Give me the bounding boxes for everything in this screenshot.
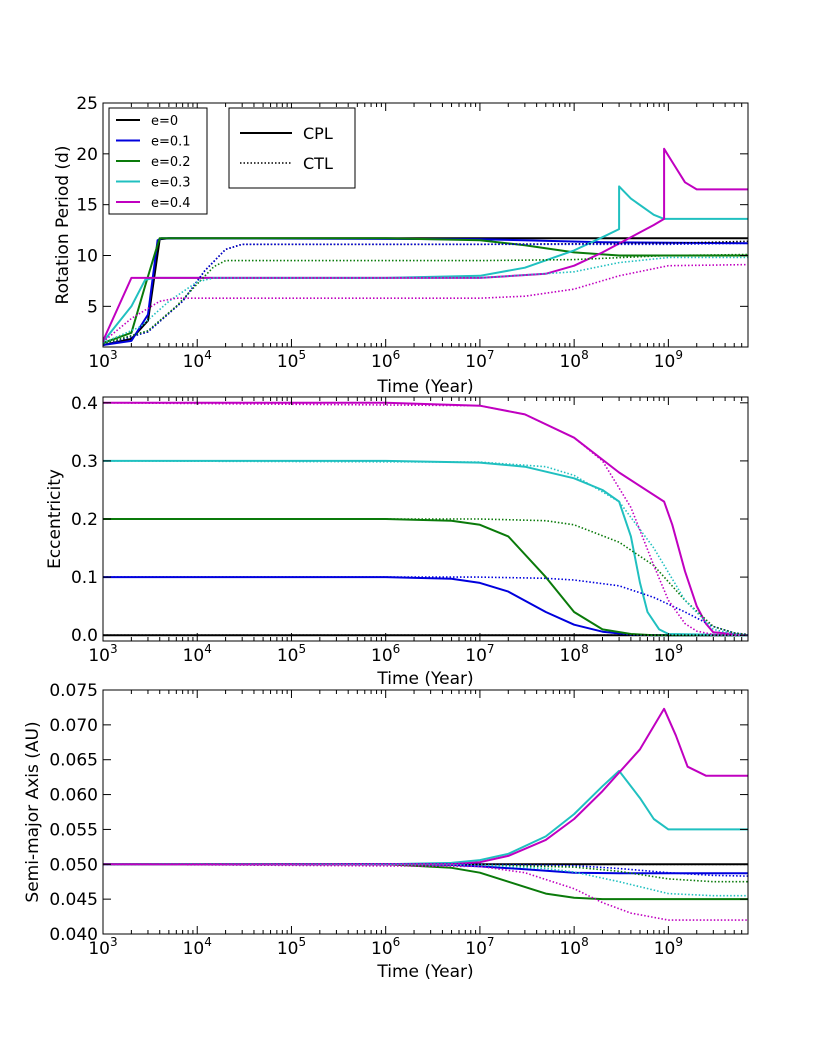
series-line bbox=[103, 256, 748, 344]
series-line bbox=[103, 518, 748, 636]
y-tick-label: 0.2 bbox=[71, 510, 98, 530]
series-line bbox=[103, 402, 748, 636]
y-tick-label: 5 bbox=[87, 297, 98, 317]
series-line bbox=[103, 576, 748, 637]
x-tick-label: 106 bbox=[371, 348, 400, 372]
legend-label: e=0 bbox=[151, 114, 178, 129]
x-tick-label: 105 bbox=[277, 642, 306, 666]
legend-box bbox=[228, 107, 356, 189]
y-axis-label: Rotation Period (d) bbox=[53, 146, 73, 305]
x-axis-label: Time (Year) bbox=[376, 962, 473, 982]
series-group bbox=[103, 147, 748, 346]
series-group bbox=[103, 401, 748, 637]
y-tick-label: 0.050 bbox=[49, 855, 98, 875]
x-tick-label: 104 bbox=[183, 935, 212, 959]
axes-frame bbox=[102, 102, 749, 348]
legend-label: CPL bbox=[303, 124, 333, 143]
y-axis-label: Eccentricity bbox=[45, 469, 65, 569]
x-tick-label: 107 bbox=[465, 935, 494, 959]
legend-label: e=0.2 bbox=[151, 155, 191, 170]
y-tick-label: 0.060 bbox=[49, 786, 98, 806]
x-tick-label: 103 bbox=[88, 348, 117, 372]
x-tick-label: 107 bbox=[465, 642, 494, 666]
axes-frame bbox=[102, 689, 749, 935]
y-tick-label: 20 bbox=[76, 145, 98, 165]
legend-label: CTL bbox=[303, 154, 333, 173]
series-line bbox=[103, 185, 748, 343]
y-tick-label: 0.0 bbox=[71, 626, 98, 646]
y-tick-label: 0.070 bbox=[49, 716, 98, 736]
y-tick-label: 0.3 bbox=[71, 452, 98, 472]
y-tick-label: 0.1 bbox=[71, 568, 98, 588]
y-tick-label: 0.075 bbox=[49, 681, 98, 701]
x-tick-label: 103 bbox=[88, 935, 117, 959]
x-tick-label: 105 bbox=[277, 935, 306, 959]
legend-model: CPL CTL bbox=[228, 107, 356, 189]
y-tick-label: 0.055 bbox=[49, 820, 98, 840]
series-line bbox=[103, 576, 748, 636]
series-line bbox=[103, 253, 748, 345]
x-tick-label: 108 bbox=[559, 348, 588, 372]
x-axis-label: Time (Year) bbox=[376, 377, 473, 397]
x-tick-label: 104 bbox=[183, 348, 212, 372]
series-line bbox=[103, 237, 748, 346]
legend-label: e=0.1 bbox=[151, 135, 191, 150]
x-tick-label: 108 bbox=[559, 935, 588, 959]
semi-major-axis-panel: 103 104 105 106 107 108 109 0.040 0.045 0.050 0.05… bbox=[23, 681, 749, 982]
x-tick-label: 107 bbox=[465, 348, 494, 372]
x-tick-label: 103 bbox=[88, 642, 117, 666]
y-axis-label: Semi-major Axis (AU) bbox=[23, 721, 43, 902]
series-line bbox=[103, 242, 748, 346]
series-line bbox=[103, 401, 748, 637]
series-line bbox=[103, 769, 748, 866]
series-line bbox=[103, 460, 748, 636]
legend-label: e=0.4 bbox=[151, 196, 191, 211]
eccentricity-panel: 103 104 105 106 107 108 109 0.0 0.1 0.2 0.3 0.4 Time… bbox=[45, 394, 749, 689]
x-tick-label: 108 bbox=[559, 642, 588, 666]
series-line bbox=[103, 237, 748, 346]
x-tick-label: 106 bbox=[371, 642, 400, 666]
y-tick-label: 10 bbox=[76, 247, 98, 267]
y-tick-label: 0.045 bbox=[49, 890, 98, 910]
series-line bbox=[103, 459, 748, 637]
series-line bbox=[103, 707, 748, 866]
y-tick-label: 0.040 bbox=[49, 925, 98, 945]
x-tick-label: 106 bbox=[371, 935, 400, 959]
x-tick-label: 104 bbox=[183, 642, 212, 666]
legend-eccentricity: e=0 e=0.1 e=0.2 e=0.3 e=0.4 bbox=[108, 107, 208, 215]
y-tick-label: 0.065 bbox=[49, 751, 98, 771]
x-tick-label: 109 bbox=[654, 642, 683, 666]
series-line bbox=[103, 237, 748, 344]
y-tick-label: 25 bbox=[76, 94, 98, 114]
x-tick-label: 105 bbox=[277, 348, 306, 372]
x-tick-label: 109 bbox=[654, 348, 683, 372]
series-line bbox=[103, 863, 748, 897]
series-group bbox=[103, 707, 748, 921]
x-axis-label: Time (Year) bbox=[376, 669, 473, 689]
y-tick-label: 0.4 bbox=[71, 394, 98, 414]
legend-label: e=0.3 bbox=[151, 176, 191, 191]
x-tick-label: 109 bbox=[654, 935, 683, 959]
series-line bbox=[103, 863, 748, 901]
y-tick-label: 15 bbox=[76, 196, 98, 216]
rotation-period-panel: 103 104 105 106 107 108 109 5 10 15 20 25 Time (Year… bbox=[53, 94, 749, 397]
series-line bbox=[103, 863, 748, 921]
